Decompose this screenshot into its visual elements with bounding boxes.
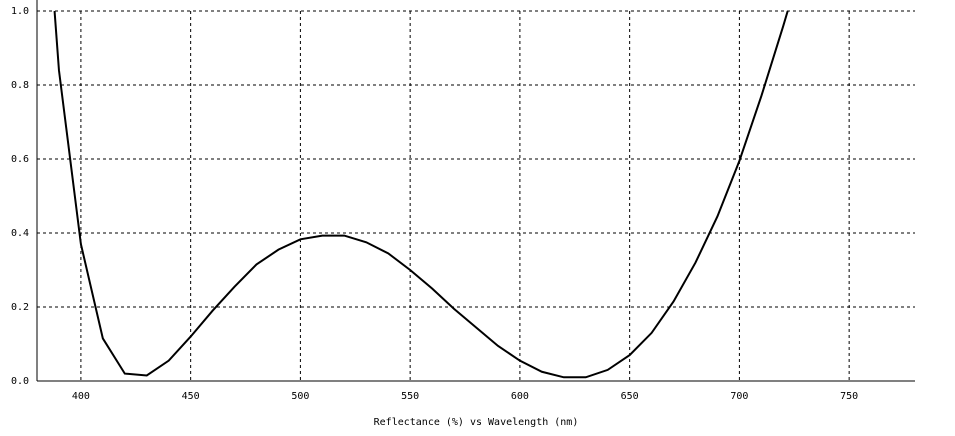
y-tick-label: 0.0 [11, 376, 29, 387]
x-tick-label: 450 [182, 391, 200, 402]
y-tick-label: 0.8 [11, 80, 29, 91]
x-tick-label: 600 [511, 391, 529, 402]
y-tick-label: 0.2 [11, 302, 29, 313]
y-tick-label: 0.6 [11, 154, 29, 165]
y-tick-label: 1.0 [11, 6, 29, 17]
x-tick-label: 400 [72, 391, 90, 402]
x-tick-label: 500 [291, 391, 309, 402]
y-tick-label: 0.4 [11, 228, 29, 239]
x-tick-label: 550 [401, 391, 419, 402]
x-tick-label: 700 [730, 391, 748, 402]
x-tick-label: 750 [840, 391, 858, 402]
x-tick-label: 650 [621, 391, 639, 402]
data-line [53, 10, 789, 379]
x-axis-label: Reflectance (%) vs Wavelength (nm) [374, 417, 579, 428]
